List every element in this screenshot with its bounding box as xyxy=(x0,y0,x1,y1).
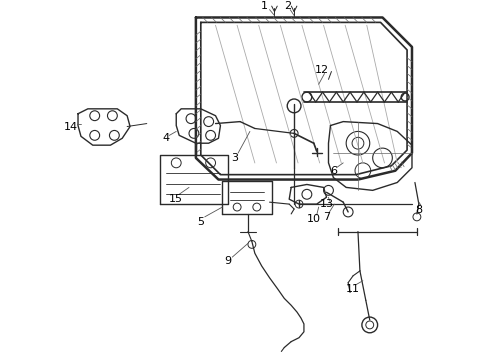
Text: 8: 8 xyxy=(416,205,422,215)
Text: 2: 2 xyxy=(284,1,291,11)
Text: 4: 4 xyxy=(163,133,170,143)
Text: 11: 11 xyxy=(346,284,360,294)
Text: 9: 9 xyxy=(225,256,232,266)
Text: 13: 13 xyxy=(319,199,334,209)
Text: 7: 7 xyxy=(323,212,330,222)
Text: 3: 3 xyxy=(232,153,239,163)
Text: 12: 12 xyxy=(315,64,329,75)
Text: 1: 1 xyxy=(261,1,268,11)
Text: 15: 15 xyxy=(169,194,183,204)
Text: 5: 5 xyxy=(197,217,204,227)
Text: 6: 6 xyxy=(330,166,337,176)
Text: 10: 10 xyxy=(307,214,321,224)
Text: 14: 14 xyxy=(64,122,78,131)
